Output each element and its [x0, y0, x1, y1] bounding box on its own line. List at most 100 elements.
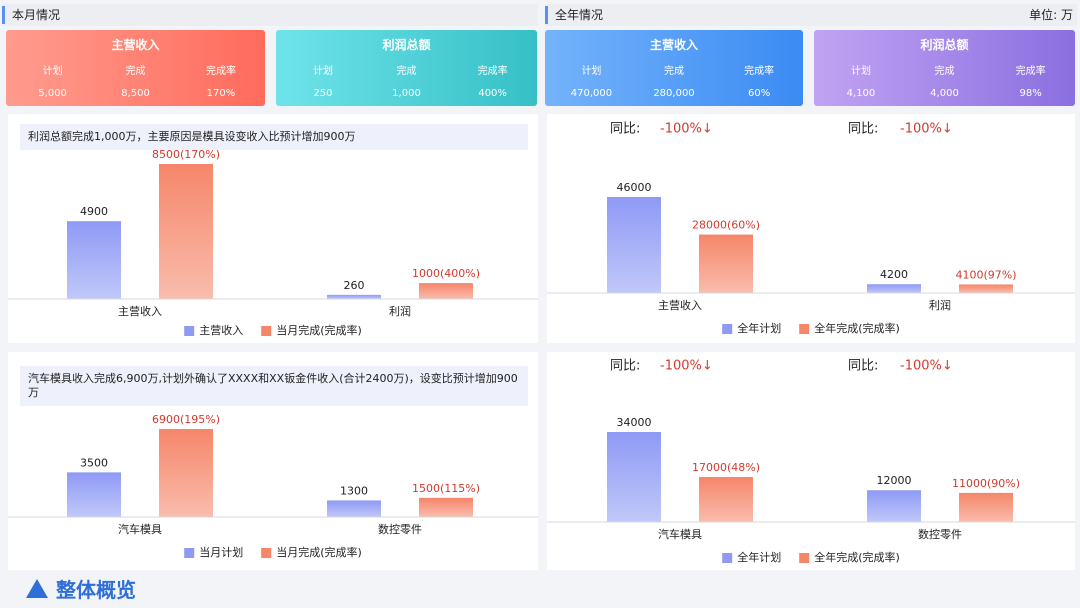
- data-label: 6900(195%): [152, 413, 220, 426]
- section-title: 全年情况: [555, 8, 604, 22]
- data-label: 4900: [80, 205, 108, 218]
- chart-panel: 3500 1300 6900(195%) 1500(115%) 汽车模具 数控零件 当月计划…: [8, 352, 538, 570]
- card-title: 主营收入: [649, 38, 698, 52]
- annotation-value: -100%↓: [900, 122, 953, 137]
- x-tick-label: 数控零件: [918, 527, 962, 541]
- card-column-label: 计划: [850, 66, 871, 77]
- x-tick-label: 汽车模具: [118, 522, 162, 536]
- legend: 当月计划 当月完成(完成率): [184, 545, 362, 559]
- annotation-label: 同比:: [848, 122, 878, 137]
- unit-label: 单位: 万: [1029, 8, 1073, 22]
- triangle-icon: [26, 579, 48, 598]
- data-label: 3500: [80, 456, 108, 469]
- legend: 主营收入 当月完成(完成率): [184, 323, 362, 337]
- card-title: 利润总额: [920, 38, 969, 52]
- card-value: 400%: [478, 88, 507, 99]
- section-header: 全年情况 单位: 万: [545, 4, 1077, 26]
- bar: [327, 294, 381, 299]
- legend-label: 主营收入: [199, 323, 243, 337]
- data-label: 34000: [617, 416, 652, 429]
- bar: [419, 497, 473, 517]
- annotation-value: -100%↓: [900, 359, 953, 374]
- card-column-label: 完成: [125, 66, 146, 77]
- chart-note: 利润总额完成1,000万，主要原因是模具设变收入比预计增加900万: [20, 124, 528, 150]
- section-title: 本月情况: [12, 8, 61, 22]
- card-title: 主营收入: [111, 38, 160, 52]
- card-value: 60%: [748, 88, 771, 99]
- legend-label: 全年计划: [737, 321, 781, 335]
- chart-panel: 46000 4200 28000(60%) 4100(97%) 主营收入 利润 全年计划 全年…: [547, 114, 1075, 343]
- legend-swatch: [184, 548, 195, 558]
- data-label: 8500(170%): [152, 148, 220, 161]
- bar: [327, 500, 381, 517]
- annotation-label: 同比:: [610, 359, 640, 374]
- data-label: 11000(90%): [952, 477, 1020, 490]
- kpi-card: 主营收入 计划 完成 完成率 5,000 8,500 170%: [6, 30, 265, 106]
- card-column-label: 完成: [934, 66, 955, 77]
- card-column-label: 完成率: [744, 66, 775, 77]
- legend-swatch: [184, 326, 195, 336]
- bar: [67, 472, 121, 517]
- chart-note: 汽车模具收入完成6,900万,计划外确认了XXXX和XX钣金件收入(合计2400…: [20, 366, 528, 406]
- legend-swatch: [722, 324, 733, 334]
- card-value: 1,000: [392, 88, 421, 99]
- annotation-value: -100%↓: [660, 359, 713, 374]
- card-column-label: 完成率: [477, 66, 508, 77]
- annotation-label: 同比:: [610, 122, 640, 137]
- bar: [867, 284, 921, 293]
- card-value: 8,500: [121, 88, 150, 99]
- card-column-label: 计划: [581, 66, 602, 77]
- footer-title: 整体概览: [55, 578, 136, 602]
- bar: [699, 234, 753, 293]
- x-tick-label: 利润: [929, 298, 951, 312]
- card-column-label: 完成: [664, 66, 684, 77]
- data-label: 4100(97%): [955, 268, 1016, 281]
- x-tick-label: 主营收入: [118, 304, 162, 318]
- bar: [959, 492, 1013, 522]
- data-label: 46000: [617, 181, 652, 194]
- card-value: 5,000: [38, 88, 67, 99]
- chart-panel: 4900 260 8500(170%) 1000(400%) 主营收入 利润 主营收入 当月完…: [8, 114, 538, 343]
- x-tick-label: 主营收入: [658, 298, 702, 312]
- data-label: 260: [344, 279, 365, 292]
- card-column-label: 完成: [396, 66, 417, 77]
- bar: [607, 432, 661, 522]
- legend-label: 全年完成(完成率): [814, 321, 900, 335]
- footer: 整体概览: [25, 574, 136, 603]
- legend: 全年计划 全年完成(完成率): [722, 321, 900, 335]
- annotation-label: 同比:: [848, 359, 878, 374]
- bar: [867, 490, 921, 522]
- annotation-value: -100%↓: [660, 122, 713, 137]
- legend-label: 全年计划: [737, 550, 781, 564]
- kpi-card: 利润总额计划 完成 完成率 4,100 4,000 98%: [814, 30, 1075, 106]
- bar: [419, 283, 473, 299]
- bar-chart: 34000 12000 17000(48%) 11000(90%) 汽车模具 数控零件全年…: [547, 359, 1075, 564]
- legend-label: 全年完成(完成率): [814, 550, 900, 564]
- kpi-card: 利润总额 计划 完成 完成率 250 1,000 400%: [276, 30, 537, 106]
- data-label: 17000(48%): [692, 461, 760, 474]
- x-tick-label: 数控零件: [378, 522, 422, 536]
- legend-swatch: [799, 324, 810, 334]
- card-title: 利润总额: [382, 38, 431, 52]
- card-column-label: 完成率: [1015, 66, 1046, 77]
- x-tick-label: 汽车模具: [658, 527, 702, 541]
- bar-chart: 3500 1300 6900(195%) 1500(115%) 汽车模具 数控零件当月计划…: [8, 413, 538, 559]
- section-header: 本月情况: [2, 4, 538, 26]
- card-value: 4,000: [930, 88, 959, 99]
- bar: [159, 429, 213, 517]
- legend-label: 当月完成(完成率): [276, 545, 362, 559]
- legend-label: 当月完成(完成率): [276, 323, 362, 337]
- bar: [959, 284, 1013, 293]
- legend-label: 当月计划: [199, 545, 243, 559]
- card-value: 98%: [1019, 88, 1042, 99]
- chart-panel: 34000 12000 17000(48%) 11000(90%) 汽车模具 数控零件 全年…: [547, 352, 1075, 570]
- card-value: 4,100: [846, 88, 876, 99]
- card-column-label: 计划: [42, 66, 63, 77]
- legend-swatch: [722, 553, 733, 563]
- card-value: 250: [313, 88, 333, 99]
- bar: [699, 477, 753, 522]
- card-value: 470,000: [570, 88, 613, 99]
